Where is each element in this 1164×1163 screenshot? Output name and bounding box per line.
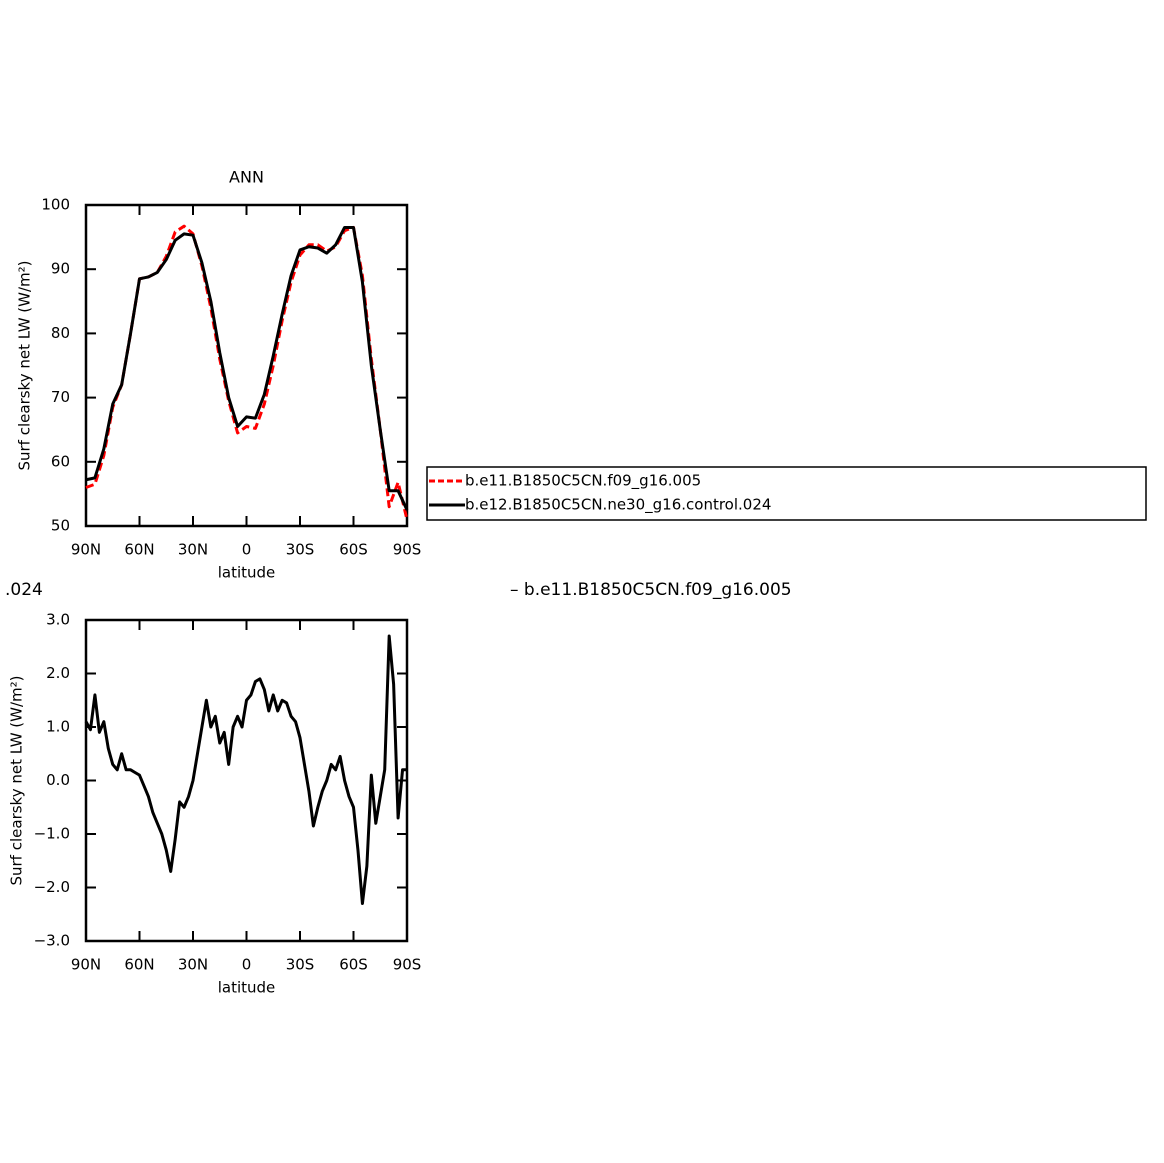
y-tick-label: 2.0 (46, 664, 70, 682)
x-axis-label: latitude (218, 564, 276, 582)
y-tick-label: 50 (51, 517, 70, 535)
y-tick-label: 60 (51, 452, 70, 470)
y-tick-label: 90 (51, 260, 70, 278)
legend-label: b.e12.B1850C5CN.ne30_g16.control.024 (465, 496, 771, 515)
plot-frame (84, 203, 409, 528)
x-tick-label: 90N (71, 956, 101, 974)
y-tick-label: 0.0 (46, 771, 70, 789)
y-axis-label: Surf clearsky net LW (W/m²) (16, 260, 34, 470)
chart-title-left: .024 (5, 580, 43, 600)
data-line (84, 634, 407, 906)
y-axis-label: Surf clearsky net LW (W/m²) (8, 675, 26, 885)
chart-title: ANN (229, 168, 264, 187)
y-tick-label: 100 (41, 196, 70, 214)
x-tick-label: 60N (124, 956, 154, 974)
legend-label: b.e11.B1850C5CN.f09_g16.005 (465, 472, 701, 491)
x-tick-label: 60S (339, 956, 368, 974)
y-tick-label: 80 (51, 324, 70, 342)
x-tick-label: 0 (242, 956, 252, 974)
x-tick-label: 0 (242, 541, 252, 559)
x-tick-label: 90S (393, 541, 422, 559)
y-tick-label: −1.0 (34, 825, 70, 843)
data-line (85, 225, 409, 511)
x-tick-label: 30N (178, 541, 208, 559)
x-tick-label: 60S (339, 541, 368, 559)
x-tick-label: 30S (286, 956, 315, 974)
legend-box (426, 466, 1147, 521)
plot-frame (84, 618, 409, 943)
y-tick-label: 70 (51, 388, 70, 406)
x-axis-label: latitude (218, 979, 276, 997)
chart-title-right: – b.e11.B1850C5CN.f09_g16.005 (510, 580, 792, 600)
y-tick-label: 3.0 (46, 611, 70, 629)
y-tick-label: 1.0 (46, 718, 70, 736)
y-tick-label: −2.0 (34, 878, 70, 896)
x-tick-label: 30N (178, 956, 208, 974)
x-tick-label: 60N (124, 541, 154, 559)
x-tick-label: 30S (286, 541, 315, 559)
x-tick-label: 90S (393, 956, 422, 974)
y-tick-label: −3.0 (34, 932, 70, 950)
x-tick-label: 90N (71, 541, 101, 559)
